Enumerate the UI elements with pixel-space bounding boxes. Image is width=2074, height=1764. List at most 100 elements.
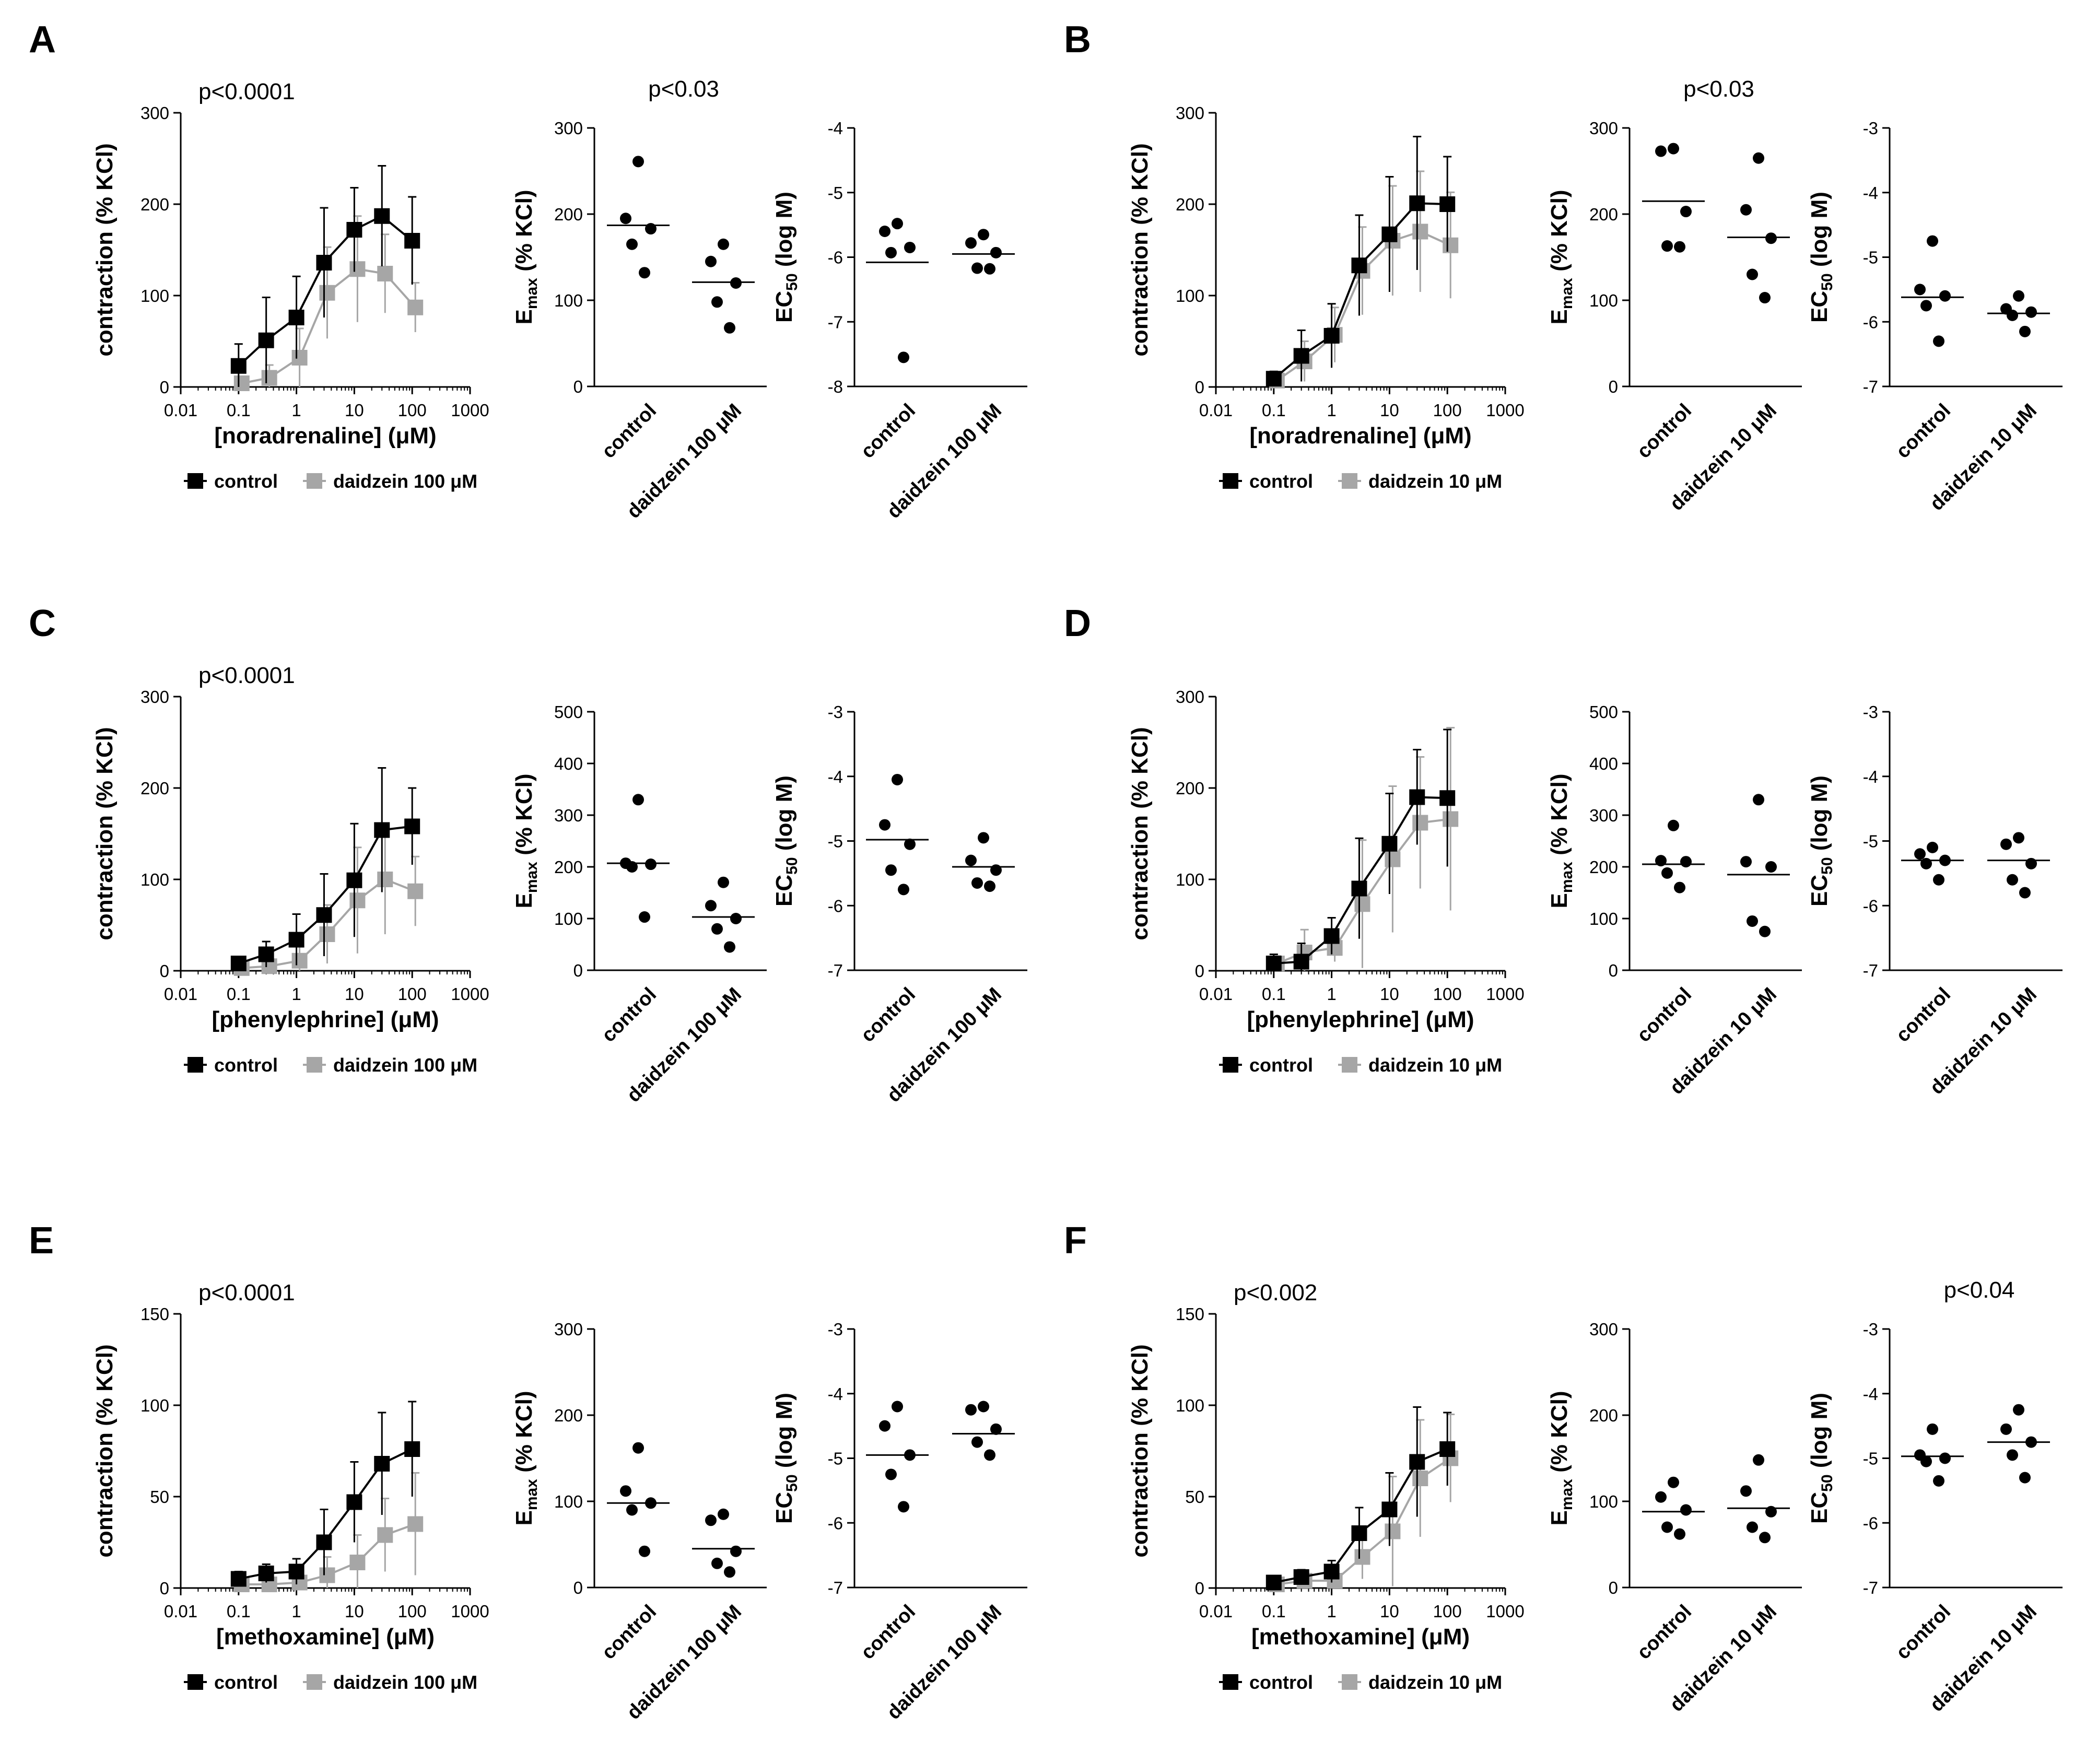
panel-label: E	[29, 1220, 54, 1262]
ec50-data-point	[2007, 309, 2018, 321]
emax-category-label: control	[597, 983, 661, 1046]
control-data-point	[1409, 789, 1425, 805]
curve-y-tick-label: 300	[140, 103, 169, 123]
emax-data-point	[718, 1508, 729, 1520]
curve-y-tick-label: 0	[1195, 378, 1204, 397]
control-series-line	[238, 825, 413, 965]
ec50-y-tick-label: -6	[828, 1513, 843, 1533]
ec50-y-tick-label: -4	[1863, 1384, 1878, 1404]
control-data-point	[316, 1534, 332, 1550]
emax-data-point	[1747, 268, 1758, 280]
emax-data-point	[632, 1442, 644, 1454]
emax-y-tick-label: 100	[1589, 909, 1618, 928]
emax-data-point	[645, 859, 657, 871]
curve-y-tick-label: 100	[1176, 286, 1204, 305]
control-data-point	[404, 818, 420, 834]
curve-x-label: [methoxamine] (μM)	[1251, 1624, 1470, 1650]
ec50-data-point	[904, 241, 916, 253]
curve-y-tick-label: 150	[140, 1304, 169, 1324]
control-data-point	[1381, 836, 1398, 852]
daidzein-data-point	[291, 952, 308, 969]
emax-y-tick-label: 300	[554, 119, 583, 138]
ec50-y-label: EC50 (log M)	[1807, 775, 1836, 907]
ec50-y-tick-label: -7	[828, 961, 843, 980]
ec50-data-point	[898, 351, 909, 363]
ec50-data-point	[1933, 1475, 1944, 1487]
daidzein-data-point	[1412, 1471, 1428, 1486]
legend-control-marker	[188, 1057, 203, 1073]
curve-y-tick-label: 0	[1195, 961, 1204, 981]
curve-x-tick-label: 100	[1433, 984, 1462, 1004]
curve-p-value: p<0.002	[1234, 1280, 1317, 1306]
emax-y-label: Emax (% KCl)	[1546, 773, 1576, 908]
ec50-y-label: EC50 (log M)	[771, 775, 801, 907]
legend-daidzein-marker	[307, 473, 322, 489]
ec50-y-label: EC50 (log M)	[771, 192, 801, 323]
ec50-data-point	[879, 1420, 890, 1432]
ec50-data-point	[2025, 1436, 2037, 1448]
ec50-data-point	[885, 1468, 897, 1480]
control-data-point	[258, 332, 274, 348]
daidzein-data-point	[407, 1516, 424, 1532]
emax-data-point	[1765, 861, 1777, 873]
daidzein-data-point	[1385, 1523, 1401, 1539]
emax-data-point	[1759, 292, 1771, 304]
emax-data-point	[639, 267, 650, 279]
curve-y-tick-label: 100	[140, 1396, 169, 1415]
curve-x-tick-label: 0.1	[227, 1602, 251, 1621]
curve-x-tick-label: 1000	[1486, 984, 1524, 1004]
emax-y-tick-label: 0	[1609, 377, 1618, 396]
emax-data-point	[1668, 1476, 1679, 1488]
emax-y-tick-label: 500	[1589, 702, 1618, 722]
curve-x-tick-label: 0.1	[227, 984, 251, 1004]
emax-y-tick-label: 300	[554, 806, 583, 825]
control-data-point	[346, 872, 362, 888]
ec50-data-point	[978, 832, 989, 844]
control-data-point	[288, 1563, 304, 1580]
legend-control-marker	[1223, 1674, 1238, 1690]
ec50-y-tick-label: -6	[1863, 896, 1878, 915]
ec50-data-point	[971, 1436, 983, 1448]
control-data-point	[346, 222, 362, 238]
daidzein-data-point	[349, 892, 366, 909]
ec50-category-label: control	[857, 983, 920, 1046]
ec50-data-point	[2013, 1404, 2024, 1416]
emax-data-point	[1674, 241, 1685, 253]
ec50-data-point	[1920, 857, 1932, 869]
curve-x-tick-label: 0.1	[227, 401, 251, 420]
curve-x-tick-label: 1	[291, 984, 301, 1004]
curve-y-tick-label: 0	[160, 378, 169, 397]
ec50-y-label: EC50 (log M)	[1807, 1393, 1836, 1524]
emax-data-point	[1747, 915, 1758, 927]
ec50-data-point	[904, 838, 916, 850]
emax-data-point	[1740, 1485, 1752, 1497]
control-data-point	[1381, 1501, 1398, 1518]
emax-y-tick-label: 200	[554, 205, 583, 224]
curve-y-tick-label: 0	[160, 1579, 169, 1598]
panel-label: F	[1064, 1220, 1087, 1262]
daidzein-data-point	[407, 883, 424, 899]
control-data-point	[1293, 348, 1309, 364]
emax-y-tick-label: 100	[1589, 1492, 1618, 1511]
emax-data-point	[1655, 145, 1667, 157]
curve-x-label: [noradrenaline] (μM)	[214, 423, 436, 449]
emax-data-point	[645, 1497, 657, 1509]
daidzein-data-point	[349, 261, 366, 277]
legend-control-marker	[1223, 473, 1238, 489]
control-data-point	[346, 1494, 362, 1510]
emax-y-tick-label: 200	[1589, 1406, 1618, 1425]
ec50-y-tick-label: -6	[1863, 312, 1878, 332]
ec50-data-point	[1939, 1452, 1951, 1464]
emax-y-tick-label: 0	[1609, 1578, 1618, 1597]
curve-y-tick-label: 100	[1176, 1396, 1204, 1415]
control-data-point	[404, 233, 420, 249]
daidzein-data-point	[377, 266, 393, 281]
daidzein-data-point	[291, 350, 308, 366]
control-data-point	[316, 255, 332, 271]
curve-x-label: [methoxamine] (μM)	[216, 1624, 435, 1650]
emax-data-point	[1740, 204, 1752, 216]
emax-y-tick-label: 300	[1589, 806, 1618, 825]
curve-x-tick-label: 1	[1327, 984, 1336, 1004]
